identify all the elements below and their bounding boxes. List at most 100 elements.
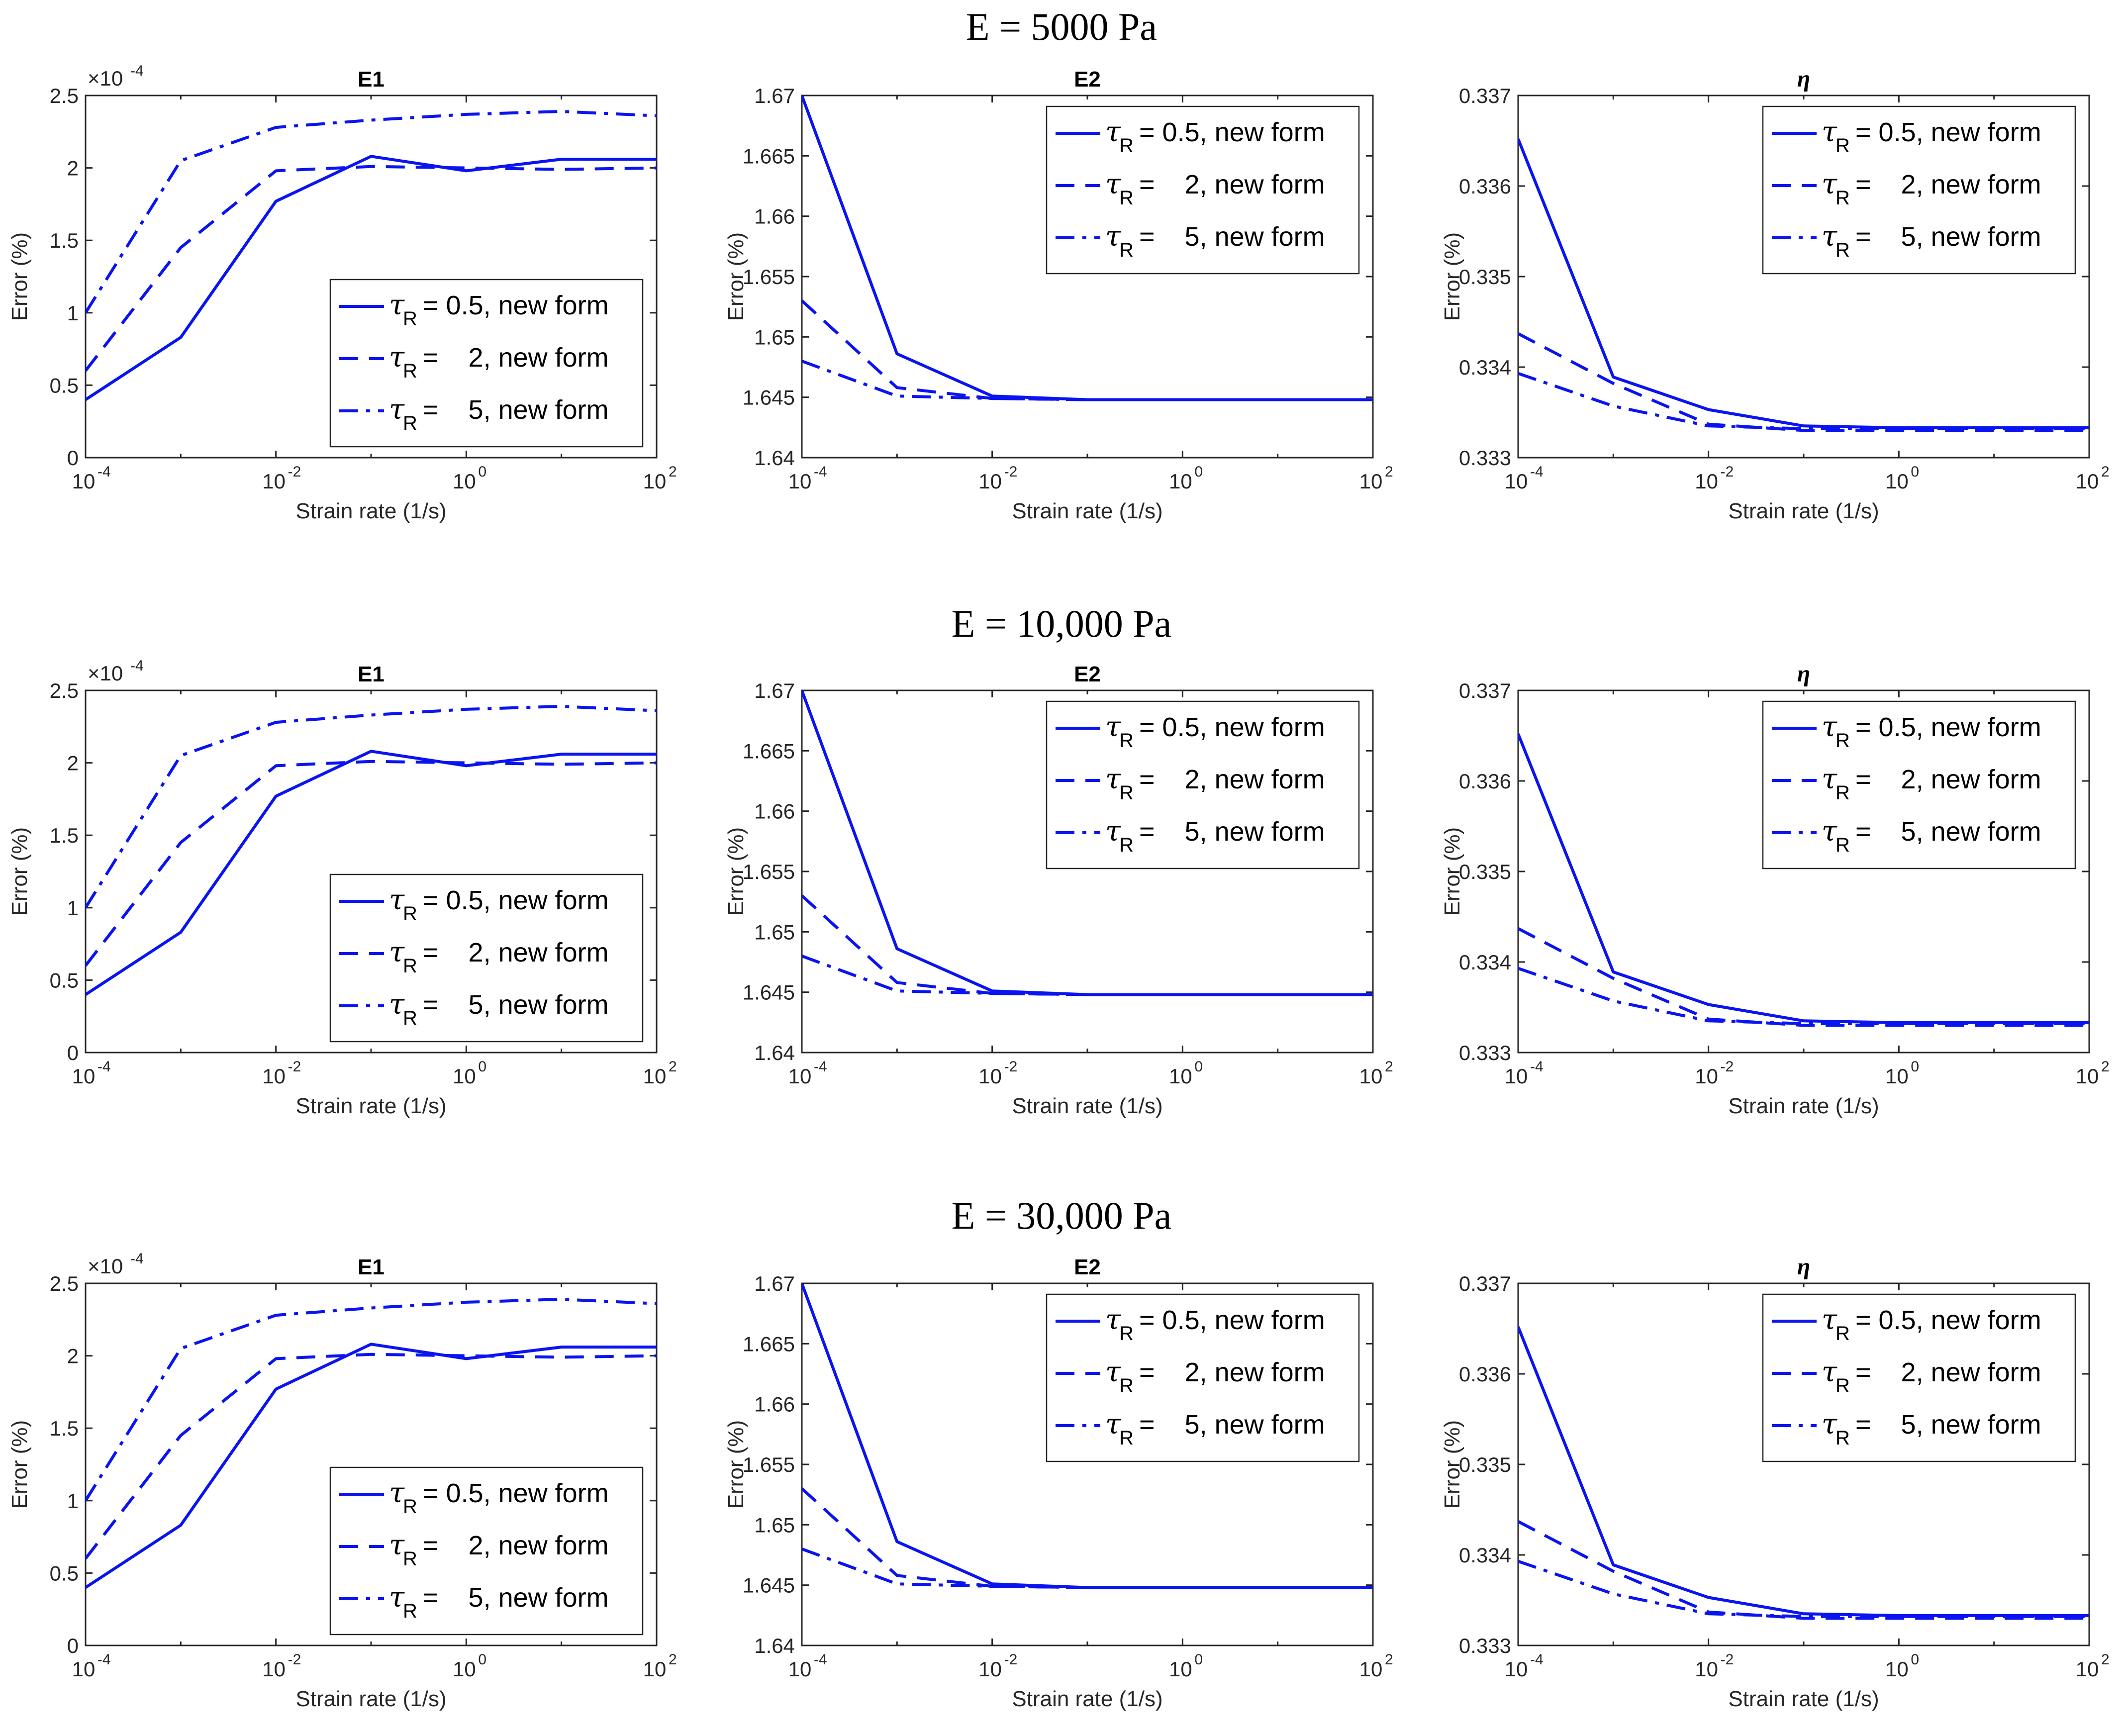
plot-area (802, 96, 1373, 401)
legend-tau-symbol: τ (389, 1581, 405, 1614)
plot-area (802, 1283, 1373, 1589)
x-tick-label: 10 (72, 1064, 96, 1088)
legend-tau-symbol: τ (389, 393, 405, 426)
row-title-3: E = 30,000 Pa (952, 1194, 1172, 1237)
panel-title: E2 (1074, 1255, 1101, 1279)
y-tick-label: 2.5 (50, 84, 79, 107)
x-tick-label: 10 (1505, 1657, 1528, 1681)
x-tick-exponent: 2 (2101, 1059, 2110, 1075)
x-tick-exponent: 0 (478, 1059, 486, 1075)
legend-label: = 0.5, new form (1139, 712, 1325, 742)
x-tick-exponent: -4 (814, 1651, 827, 1668)
y-tick-label: 1 (67, 1489, 79, 1513)
x-tick-label: 10 (1885, 470, 1909, 493)
x-tick-label: 10 (978, 1657, 1002, 1681)
legend-subscript: R (403, 903, 417, 925)
series-line-3 (802, 1547, 1373, 1589)
legend-tau-symbol: τ (1105, 711, 1121, 743)
y-tick-label: 0.5 (50, 1561, 79, 1585)
x-tick-label: 10 (643, 1064, 667, 1088)
y-tick-label: 1.665 (743, 1332, 795, 1355)
y-tick-label: 0.333 (1459, 1634, 1511, 1657)
x-tick-label: 10 (1359, 1657, 1383, 1681)
panel-title: η (1797, 1254, 1810, 1280)
x-tick-label: 10 (453, 470, 476, 493)
x-tick-label: 10 (453, 1657, 476, 1681)
y-tick-label: 0 (67, 1634, 79, 1657)
x-tick-exponent: -4 (1530, 1059, 1544, 1075)
legend-subscript: R (403, 360, 417, 382)
plot-area (802, 690, 1373, 996)
y-tick-label: 0.336 (1459, 770, 1511, 793)
y-tick-label: 2.5 (50, 679, 79, 702)
legend-tau-symbol: τ (1822, 711, 1837, 743)
y-axis-label: Error (%) (7, 827, 32, 916)
y-axis-label: Error (%) (724, 827, 748, 916)
legend-label: = 5, new form (423, 990, 609, 1020)
legend-subscript: R (1835, 782, 1850, 804)
legend-tau-symbol: τ (1822, 815, 1837, 848)
y-tick-label: 1.655 (743, 860, 795, 883)
y-axis-label: Error (%) (1440, 827, 1464, 916)
y-tick-label: 1.64 (754, 1634, 795, 1657)
legend-tau-symbol: τ (1105, 815, 1121, 848)
x-tick-label: 10 (2076, 1064, 2099, 1088)
legend-subscript: R (1119, 782, 1134, 804)
legend-label: = 2, new form (423, 938, 609, 967)
x-tick-exponent: 2 (669, 1651, 677, 1668)
series-line-2 (1518, 927, 2089, 1027)
x-tick-exponent: -2 (288, 464, 301, 480)
panel-title: η (1797, 66, 1810, 92)
y-multiplier: ×10 (88, 1254, 123, 1278)
x-tick-exponent: 0 (1194, 1651, 1203, 1668)
x-axis-label: Strain rate (1/s) (1728, 499, 1879, 523)
x-tick-label: 10 (1885, 1064, 1909, 1088)
x-tick-exponent: 0 (1194, 1059, 1203, 1075)
y-tick-label: 0.5 (50, 968, 79, 992)
y-axis-label: Error (%) (1440, 1420, 1464, 1509)
y-tick-label: 1.655 (743, 265, 795, 289)
panel-title: E2 (1074, 662, 1101, 686)
x-tick-exponent: 2 (2101, 1651, 2110, 1668)
legend-tau-symbol: τ (1822, 1408, 1837, 1441)
y-tick-label: 1.655 (743, 1453, 795, 1476)
x-axis-label: Strain rate (1/s) (295, 1687, 446, 1711)
x-tick-label: 10 (978, 470, 1002, 493)
legend-subscript: R (1835, 187, 1850, 209)
y-tick-label: 1.67 (754, 84, 795, 107)
x-tick-label: 10 (788, 1064, 812, 1088)
series-line-2 (86, 1352, 657, 1560)
legend-subscript: R (1835, 1323, 1850, 1345)
x-tick-label: 10 (788, 470, 812, 493)
series-line-3 (1518, 372, 2089, 430)
x-tick-exponent: -4 (97, 464, 111, 480)
legend-tau-symbol: τ (389, 884, 405, 916)
legend-tau-symbol: τ (1822, 763, 1837, 795)
legend-tau-symbol: τ (1822, 220, 1837, 253)
x-tick-label: 10 (1359, 470, 1383, 493)
y-tick-label: 1.67 (754, 679, 795, 702)
x-tick-label: 10 (1695, 1064, 1718, 1088)
legend-label: = 0.5, new form (1139, 1305, 1325, 1335)
legend-label: = 0.5, new form (1855, 117, 2041, 147)
x-tick-label: 10 (1695, 470, 1718, 493)
x-tick-exponent: 0 (478, 1651, 486, 1668)
y-multiplier-exponent: -4 (130, 658, 144, 674)
x-tick-exponent: 0 (1911, 464, 1919, 480)
legend-label: = 5, new form (1139, 1410, 1325, 1440)
legend-tau-symbol: τ (389, 1529, 405, 1561)
legend-label: = 2, new form (423, 1531, 609, 1560)
x-tick-exponent: -2 (1721, 464, 1734, 480)
y-tick-label: 0.336 (1459, 175, 1511, 198)
y-tick-label: 1.66 (754, 800, 795, 823)
series-line-1 (86, 750, 657, 996)
x-tick-exponent: 0 (478, 464, 486, 480)
x-tick-label: 10 (1505, 1064, 1528, 1088)
